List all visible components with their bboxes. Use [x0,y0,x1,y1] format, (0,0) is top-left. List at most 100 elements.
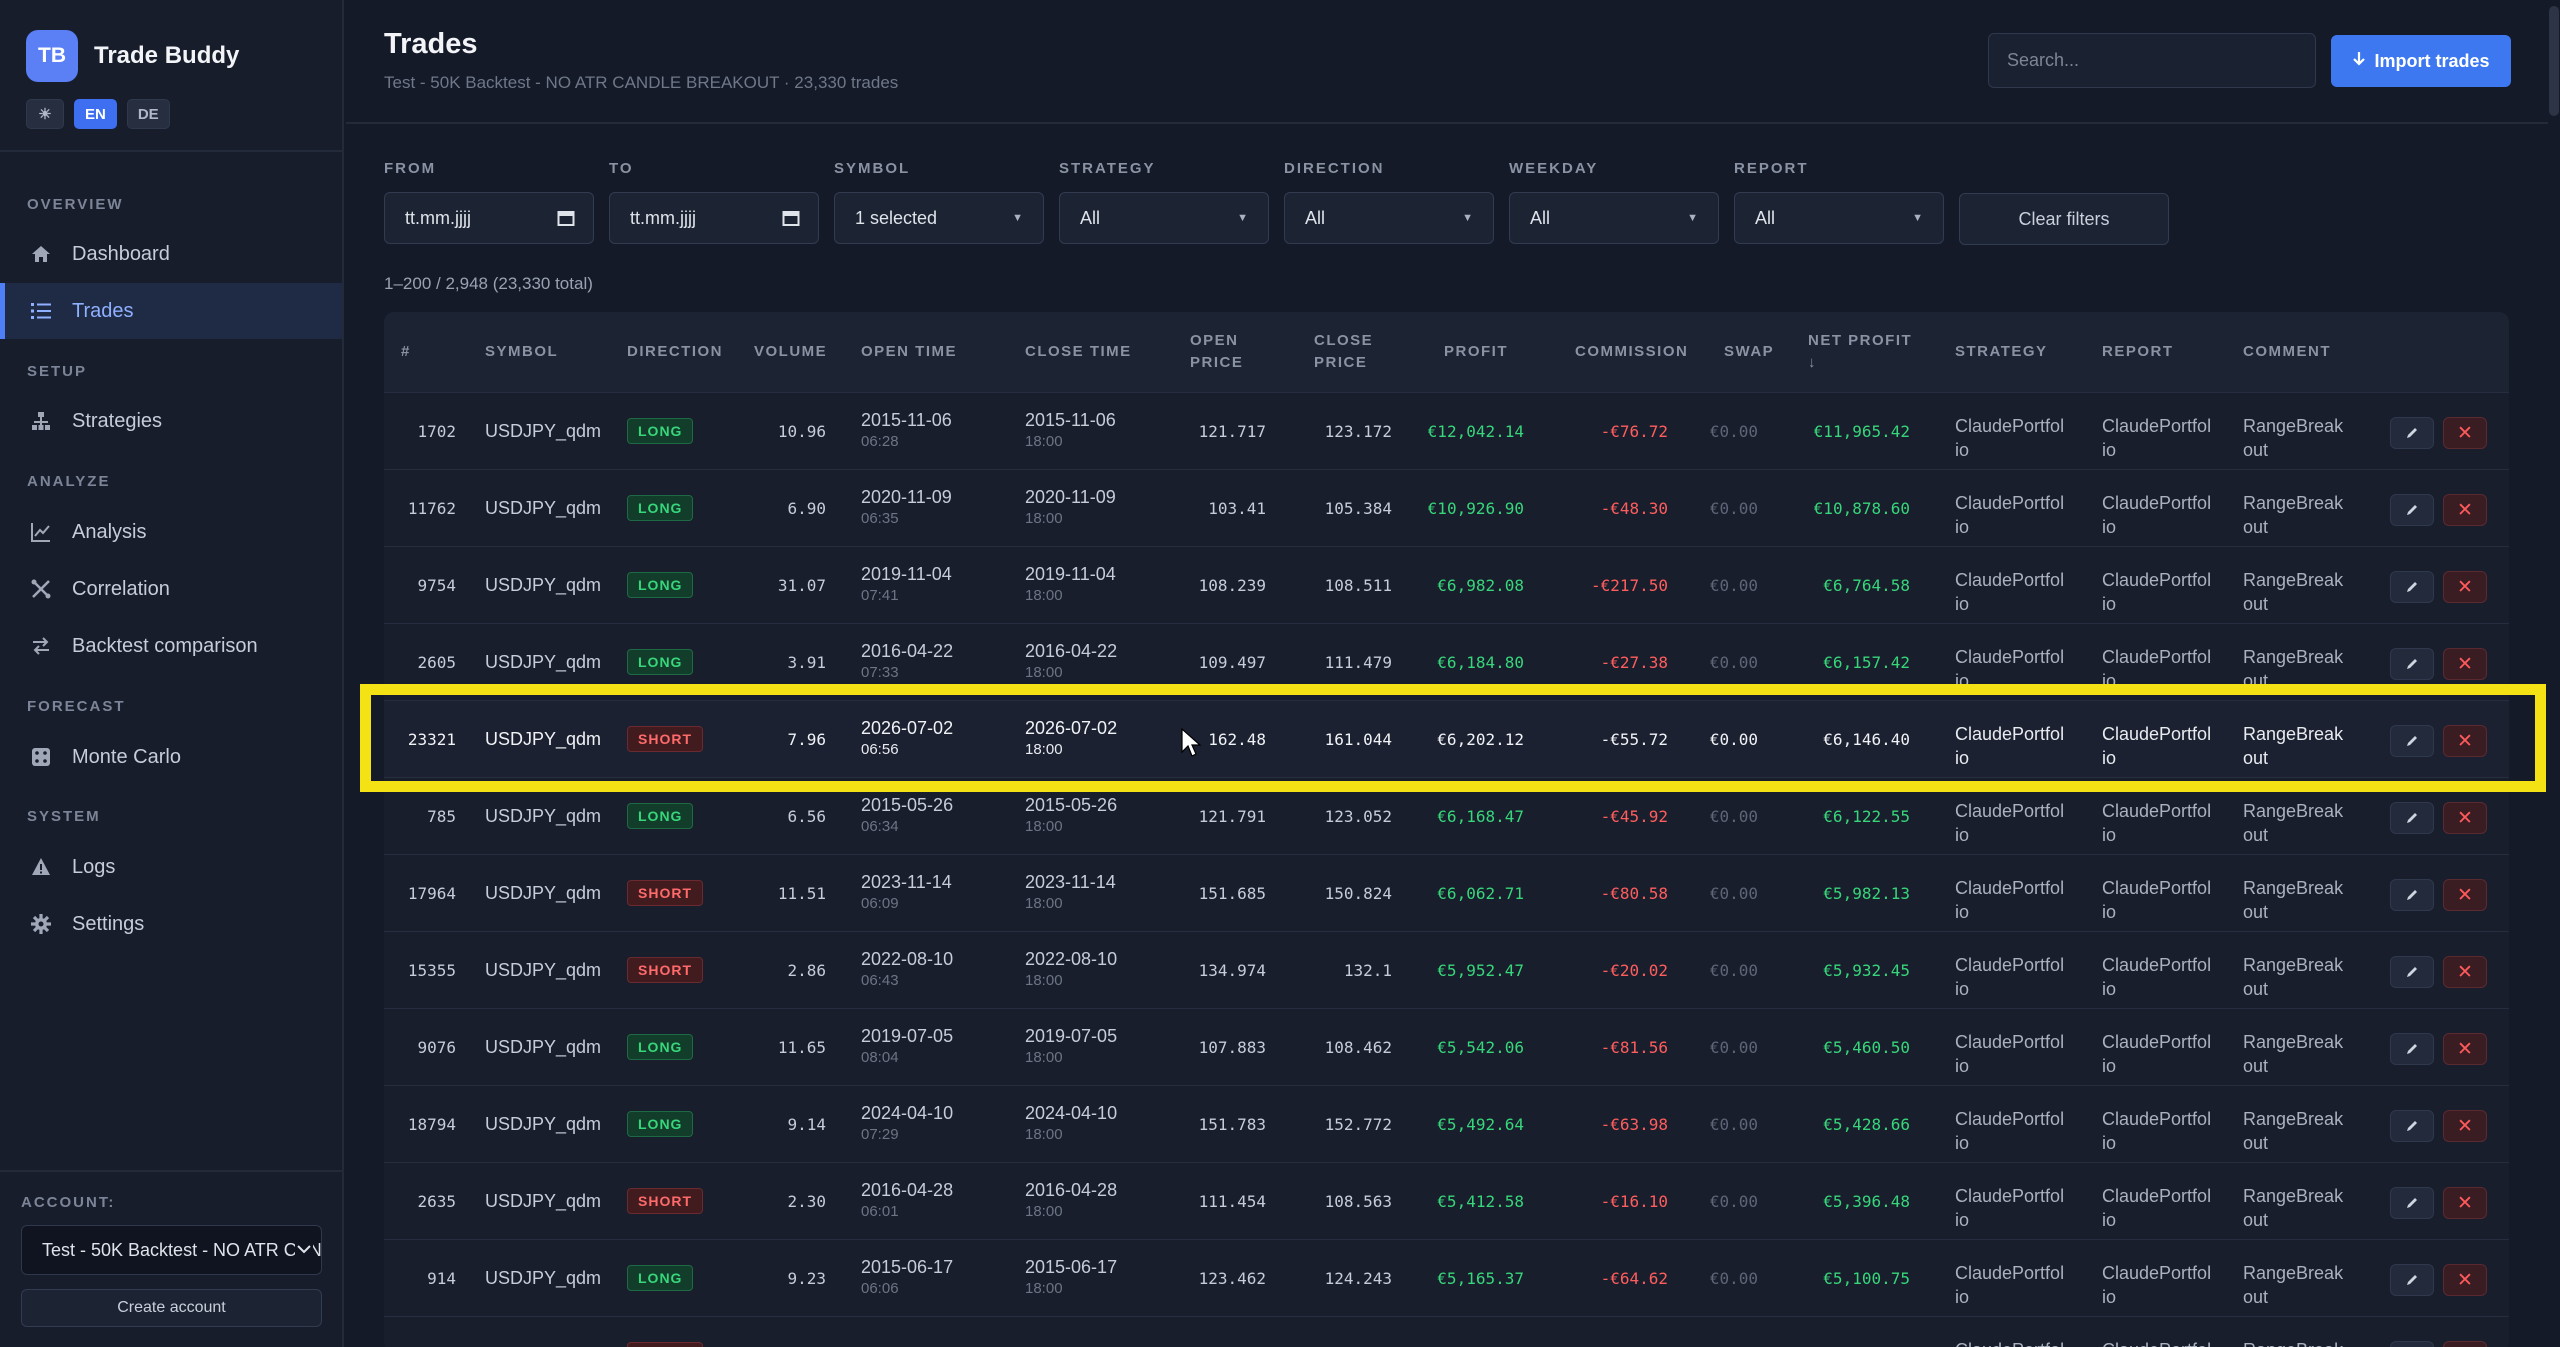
edit-trade-button[interactable] [2390,1264,2434,1296]
calendar-icon[interactable] [782,209,800,232]
column-header-swap[interactable]: SWAP [1724,343,1775,360]
caret-down-icon: ▼ [1237,212,1248,224]
column-header-report[interactable]: REPORT [2102,343,2174,360]
account-select[interactable]: Test - 50K Backtest - NO ATR CANDLE BREA… [21,1225,322,1275]
delete-trade-button[interactable]: ✕ [2443,956,2487,988]
edit-trade-button[interactable] [2390,956,2434,988]
lang-de-button[interactable]: DE [126,99,170,129]
dice-icon [28,746,54,768]
table-row[interactable]: 785 USDJPY_qdm LONG 6.56 2015-05-26 06:3… [384,777,2509,854]
symbol-select[interactable]: 1 selected ▼ [834,192,1044,244]
sidebar-item-trades[interactable]: Trades [0,283,342,339]
table-row[interactable]: 18794 USDJPY_qdm LONG 9.14 2024-04-10 07… [384,1085,2509,1162]
edit-trade-button[interactable] [2390,1033,2434,1065]
strategy-select[interactable]: All ▼ [1059,192,1269,244]
delete-trade-button[interactable]: ✕ [2443,802,2487,834]
table-row[interactable]: 2635 USDJPY_qdm SHORT 2.30 2016-04-28 06… [384,1162,2509,1239]
edit-trade-button[interactable] [2390,1187,2434,1219]
column-header-strategy[interactable]: STRATEGY [1955,343,2048,360]
column-header-open-price[interactable]: OPEN PRICE [1190,332,1244,371]
create-account-button[interactable]: Create account [21,1289,322,1327]
edit-trade-button[interactable] [2390,802,2434,834]
column-header-symbol[interactable]: SYMBOL [485,343,559,360]
edit-trade-button[interactable] [2390,879,2434,911]
to-date-input[interactable]: tt.mm.jjjj [609,192,819,244]
table-row[interactable]: 15355 USDJPY_qdm SHORT 2.86 2022-08-10 0… [384,931,2509,1008]
sidebar-item-correlation[interactable]: Correlation [0,561,342,617]
trade-net-profit: €6,122.55 [1823,806,1910,826]
delete-trade-button[interactable]: ✕ [2443,417,2487,449]
sidebar-item-dashboard[interactable]: Dashboard [0,226,342,282]
brand[interactable]: TB Trade Buddy [26,30,239,82]
sidebar-item-logs[interactable]: Logs [0,839,342,895]
table-row[interactable]: 2605 USDJPY_qdm LONG 3.91 2016-04-22 07:… [384,623,2509,700]
edit-trade-button[interactable] [2390,725,2434,757]
direction-select[interactable]: All ▼ [1284,192,1494,244]
delete-trade-button[interactable]: ✕ [2443,1033,2487,1065]
trade-report: ClaudePortfolio [2102,1263,2212,1307]
trade-commission [1564,1317,1668,1347]
trade-volume [754,1317,826,1347]
from-date-input[interactable]: tt.mm.jjjj [384,192,594,244]
delete-trade-button[interactable]: ✕ [2443,879,2487,911]
page-scrollbar-thumb[interactable] [2549,6,2559,116]
search-input[interactable] [1988,33,2316,88]
delete-trade-button[interactable]: ✕ [2443,648,2487,680]
weekday-select[interactable]: All ▼ [1509,192,1719,244]
delete-trade-button[interactable]: ✕ [2443,1110,2487,1142]
column-header-comment[interactable]: COMMENT [2243,343,2331,360]
sidebar-item-monte-carlo[interactable]: Monte Carlo [0,729,342,785]
delete-trade-button[interactable]: ✕ [2443,494,2487,526]
column-header-commission[interactable]: COMMISSION [1575,343,1689,360]
column-header-direction[interactable]: DIRECTION [627,343,723,360]
sidebar-item-settings[interactable]: Settings [0,896,342,952]
trade-comment-cell: RangeBreakout [2243,701,2353,777]
sidebar-item-backtest-comparison[interactable]: Backtest comparison [0,618,342,674]
calendar-icon[interactable] [557,209,575,232]
delete-trade-button[interactable]: ✕ [2443,1187,2487,1219]
table-row[interactable]: 17964 USDJPY_qdm SHORT 11.51 2023-11-14 … [384,854,2509,931]
trade-comment-cell: RangeBreakout [2243,1163,2353,1239]
table-row[interactable]: 914 USDJPY_qdm LONG 9.23 2015-06-17 06:0… [384,1239,2509,1316]
column-header-id[interactable]: # [401,343,411,360]
trade-symbol: USDJPY_qdm [485,574,602,595]
lang-en-button[interactable]: EN [74,99,117,129]
column-header-open-time[interactable]: OPEN TIME [861,343,958,360]
direction-badge: LONG [627,1265,694,1291]
edit-trade-button[interactable] [2390,648,2434,680]
column-header-close-time[interactable]: CLOSE TIME [1025,343,1132,360]
delete-trade-button[interactable]: ✕ [2443,1264,2487,1296]
sidebar-item-analysis[interactable]: Analysis [0,504,342,560]
open-clock: 08:04 [861,1049,899,1066]
trade-direction-cell: LONG [627,1009,694,1085]
clear-filters-button[interactable]: Clear filters [1959,193,2169,245]
table-row[interactable]: 1702 USDJPY_qdm LONG 10.96 2015-11-06 06… [384,392,2509,469]
delete-trade-button[interactable]: ✕ [2443,1341,2487,1347]
edit-trade-button[interactable] [2390,494,2434,526]
trade-strategy: ClaudePortfolio [1955,955,2065,999]
trade-volume: 11.65 [777,1037,826,1057]
import-trades-button[interactable]: Import trades [2331,35,2511,87]
close-date: 2015-05-26 [1025,795,1118,815]
column-header-net-profit[interactable]: NET PROFIT ↓ [1808,332,1913,371]
table-row[interactable]: SHORT 2020-10-21 2020-10-21 [384,1316,2509,1347]
theme-toggle-button[interactable]: ☀ [26,99,64,129]
column-header-profit[interactable]: PROFIT [1444,343,1508,360]
pencil-icon [2407,890,2417,900]
delete-trade-button[interactable]: ✕ [2443,725,2487,757]
table-row[interactable]: 23321 USDJPY_qdm SHORT 7.96 2026-07-02 0… [384,700,2509,777]
edit-trade-button[interactable] [2390,571,2434,603]
table-row[interactable]: 9076 USDJPY_qdm LONG 11.65 2019-07-05 08… [384,1008,2509,1085]
report-select[interactable]: All ▼ [1734,192,1944,244]
page-scrollbar[interactable] [2548,0,2560,1347]
table-row[interactable]: 9754 USDJPY_qdm LONG 31.07 2019-11-04 07… [384,546,2509,623]
column-header-volume[interactable]: VOLUME [754,343,828,360]
table-header: # SYMBOL DIRECTION VOLUME OPEN TIME CLOS… [384,312,2509,392]
edit-trade-button[interactable] [2390,417,2434,449]
column-header-close-price[interactable]: CLOSE PRICE [1314,332,1374,371]
sidebar-item-strategies[interactable]: Strategies [0,393,342,449]
delete-trade-button[interactable]: ✕ [2443,571,2487,603]
edit-trade-button[interactable] [2390,1341,2434,1347]
edit-trade-button[interactable] [2390,1110,2434,1142]
table-row[interactable]: 11762 USDJPY_qdm LONG 6.90 2020-11-09 06… [384,469,2509,546]
